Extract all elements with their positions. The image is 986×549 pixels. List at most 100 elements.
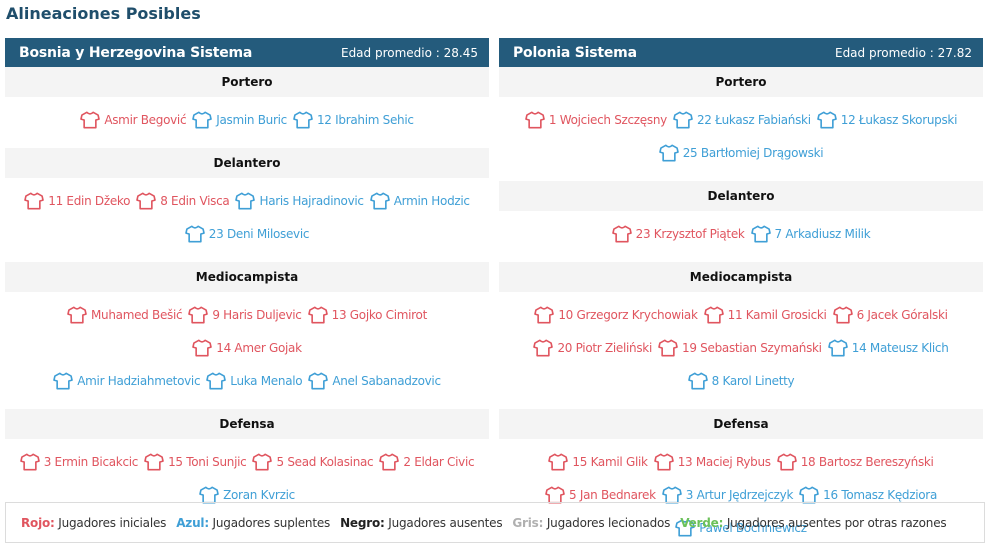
player-link[interactable]: 6 Jacek Góralski — [832, 301, 948, 329]
player-name: 23 Krzysztof Piątek — [635, 227, 745, 241]
player-link[interactable]: 11 Kamil Grosicki — [703, 301, 827, 329]
player-name: Zoran Kvrzic — [223, 488, 295, 502]
player-link[interactable]: 1 Wojciech Szczęsny — [525, 106, 667, 134]
player-link[interactable]: 14 Amer Gojak — [192, 334, 302, 362]
player-row: 11 Edin Džeko 8 Edin Visca Haris Hajradino… — [9, 187, 485, 220]
player-name: 19 Sebastian Szymański — [682, 341, 822, 355]
player-row: 8 Karol Linetty — [503, 367, 979, 400]
player-name: Pawel Bochniewicz — [699, 521, 807, 535]
player-link[interactable]: 16 Tomasz Kędziora — [799, 481, 937, 509]
player-row: 10 Grzegorz Krychowiak 11 Kamil Grosicki 6… — [503, 301, 979, 334]
player-link[interactable]: Armin Hodzic — [369, 187, 470, 215]
players-group: 23 Krzysztof Piątek 7 Arkadiusz Milik — [499, 211, 983, 262]
shirt-icon — [235, 192, 256, 210]
legend-text: Jugadores suplentes — [208, 515, 331, 530]
player-link[interactable]: Asmir Begović — [80, 106, 187, 134]
shirt-icon — [611, 225, 632, 243]
player-link[interactable]: Haris Hajradinovic — [235, 187, 364, 215]
team-name[interactable]: Polonia Sistema — [513, 44, 637, 61]
legend-text: Jugadores iniciales — [54, 515, 167, 530]
player-link[interactable]: 8 Edin Visca — [136, 187, 230, 215]
player-link[interactable]: 3 Ermin Bicakcic — [19, 448, 139, 476]
shirt-icon — [188, 306, 209, 324]
player-link[interactable]: 18 Bartosz Bereszyński — [776, 448, 934, 476]
player-name: Anel Sabanadzovic — [332, 374, 441, 388]
legend-item: Verde: Jugadores ausentes por otras razo… — [680, 516, 946, 530]
player-link[interactable]: 3 Artur Jędrzejczyk — [661, 481, 793, 509]
shirt-icon — [136, 192, 156, 210]
player-link[interactable]: 15 Kamil Glik — [548, 448, 648, 476]
shirt-icon — [192, 339, 213, 357]
player-link[interactable]: Muhamed Bešić — [67, 301, 183, 329]
player-row: 23 Deni Milosevic — [9, 220, 485, 253]
player-name: 3 Ermin Bicakcic — [43, 455, 139, 469]
player-name: 9 Haris Duljevic — [212, 308, 302, 322]
legend-key: Verde: — [680, 515, 724, 530]
position-title: Defensa — [499, 409, 983, 439]
player-name: 5 Jan Bednarek — [568, 488, 656, 502]
player-link[interactable]: 25 Bartłomiej Drągowski — [658, 139, 824, 167]
player-link[interactable]: 2 Eldar Civic — [379, 448, 475, 476]
players-group: Asmir Begović Jasmin Buric 12 Ibrahim Sehi… — [5, 97, 489, 148]
player-name: 11 Kamil Grosicki — [727, 308, 827, 322]
average-age: Edad promedio : 28.45 — [340, 45, 478, 60]
player-name: 16 Tomasz Kędziora — [823, 488, 937, 502]
shirt-icon — [369, 192, 390, 210]
average-age: Edad promedio : 27.82 — [834, 45, 972, 60]
position-title: Delantero — [499, 181, 983, 211]
team-header: Bosnia y Herzegovina Sistema Edad promed… — [5, 38, 489, 67]
player-row: 3 Ermin Bicakcic 15 Toni Sunjic 5 Sead Kol… — [9, 448, 485, 481]
color-legend: Rojo: Jugadores iniciales Azul: Jugadores… — [5, 502, 985, 543]
player-link[interactable]: 19 Sebastian Szymański — [658, 334, 822, 362]
player-link[interactable]: 12 Ibrahim Sehic — [293, 106, 414, 134]
player-name: 14 Amer Gojak — [216, 341, 302, 355]
player-link[interactable]: Zoran Kvrzic — [199, 481, 295, 509]
player-row: Asmir Begović Jasmin Buric 12 Ibrahim Sehi… — [9, 106, 485, 139]
positions-list: Portero 1 Wojciech Szczęsny 22 Łukasz Fabi… — [499, 67, 983, 549]
player-link[interactable]: 11 Edin Džeko — [24, 187, 130, 215]
player-link[interactable]: Jasmin Buric — [192, 106, 287, 134]
player-link[interactable]: Anel Sabanadzovic — [308, 367, 441, 395]
position-title: Defensa — [5, 409, 489, 439]
player-link[interactable]: 8 Karol Linetty — [687, 367, 795, 395]
shirt-icon — [548, 453, 569, 471]
player-row: Muhamed Bešić 9 Haris Duljevic 13 Gojko Ci… — [9, 301, 485, 367]
player-link[interactable]: Amir Hadziahmetovic — [53, 367, 201, 395]
player-link[interactable]: 9 Haris Duljevic — [188, 301, 302, 329]
player-name: 13 Gojko Cimirot — [331, 308, 428, 322]
player-link[interactable]: 5 Sead Kolasinac — [252, 448, 374, 476]
player-link[interactable]: 13 Gojko Cimirot — [307, 301, 428, 329]
player-name: Jasmin Buric — [216, 113, 287, 127]
players-group: 11 Edin Džeko 8 Edin Visca Haris Hajradino… — [5, 178, 489, 262]
player-link[interactable]: 5 Jan Bednarek — [545, 481, 656, 509]
player-link[interactable]: 15 Toni Sunjic — [144, 448, 247, 476]
player-name: 8 Karol Linetty — [711, 374, 795, 388]
player-name: 7 Arkadiusz Milik — [774, 227, 871, 241]
player-name: Muhamed Bešić — [90, 308, 183, 322]
shirt-icon — [799, 486, 819, 504]
player-link[interactable]: 13 Maciej Rybus — [653, 448, 771, 476]
team-panel-bosnia: Bosnia y Herzegovina Sistema Edad promed… — [5, 38, 489, 523]
shirt-icon — [184, 225, 205, 243]
player-link[interactable]: Luka Menalo — [206, 367, 303, 395]
player-name: Armin Hodzic — [393, 194, 470, 208]
players-group: 10 Grzegorz Krychowiak 11 Kamil Grosicki 6… — [499, 292, 983, 409]
player-name: 13 Maciej Rybus — [677, 455, 771, 469]
player-link[interactable]: 12 Łukasz Skorupski — [816, 106, 957, 134]
player-row: 5 Jan Bednarek 3 Artur Jędrzejczyk 16 Toma… — [503, 481, 979, 514]
players-group: 3 Ermin Bicakcic 15 Toni Sunjic 5 Sead Kol… — [5, 439, 489, 523]
player-link[interactable]: 14 Mateusz Klich — [827, 334, 949, 362]
player-link[interactable]: Pawel Bochniewicz — [675, 514, 807, 542]
player-link[interactable]: 20 Piotr Zieliński — [533, 334, 652, 362]
player-link[interactable]: 10 Grzegorz Krychowiak — [534, 301, 698, 329]
shirt-icon — [206, 372, 227, 390]
team-name[interactable]: Bosnia y Herzegovina Sistema — [19, 44, 253, 61]
shirt-icon — [80, 111, 101, 129]
shirt-icon — [53, 372, 74, 390]
player-link[interactable]: 23 Krzysztof Piątek — [611, 220, 745, 248]
position-title: Delantero — [5, 148, 489, 178]
player-name: 8 Edin Visca — [160, 194, 230, 208]
player-link[interactable]: 7 Arkadiusz Milik — [750, 220, 871, 248]
player-link[interactable]: 22 Łukasz Fabiański — [673, 106, 811, 134]
player-link[interactable]: 23 Deni Milosevic — [184, 220, 310, 248]
